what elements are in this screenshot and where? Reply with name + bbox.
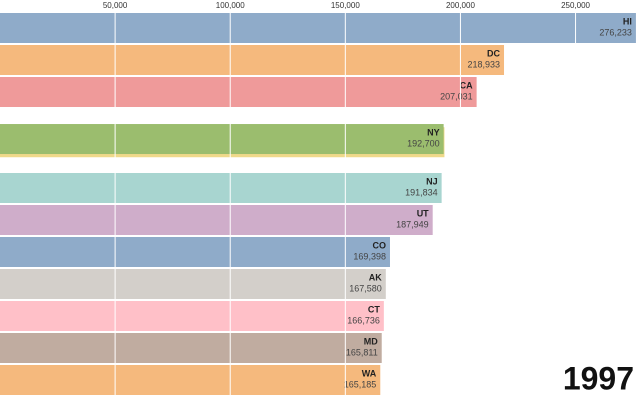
value-label: 191,834 [405,187,438,197]
bar-label: CA [460,80,473,90]
bar-label: UT [417,208,429,218]
bar-label: CO [372,240,386,250]
x-tick-label: 100,000 [216,1,245,10]
bar [0,45,505,75]
bar [0,13,636,43]
bar-label: AK [369,272,382,282]
bar-label: HI [623,16,632,26]
bar [0,333,382,363]
value-label: 167,580 [349,283,382,293]
bar-label: CT [368,304,380,314]
x-tick-label: 250,000 [561,1,590,10]
value-label: 192,700 [407,138,440,148]
bar [0,173,442,203]
bar [0,269,386,299]
bar-label: DC [487,48,500,58]
year-label: 1997 [563,360,634,396]
value-label: 166,736 [347,315,380,325]
value-label: 187,949 [396,219,429,229]
bar [0,124,444,155]
bar [0,301,384,331]
value-label: 207,031 [440,91,473,101]
x-tick-label: 150,000 [331,1,360,10]
bar [0,237,390,267]
value-label: 165,811 [346,347,378,357]
value-label: 218,933 [467,59,500,69]
x-tick-label: 50,000 [103,1,128,10]
bar-label: MD [364,336,378,346]
bar [0,205,433,235]
bar-label: NY [427,127,440,137]
bar [0,365,381,395]
x-tick-label: 200,000 [446,1,475,10]
value-label: 165,185 [344,379,377,389]
value-label: 276,233 [599,27,632,37]
bar-label: WA [362,368,377,378]
bar-label: NJ [426,176,438,186]
value-label: 169,398 [353,251,386,261]
bar [0,77,477,107]
